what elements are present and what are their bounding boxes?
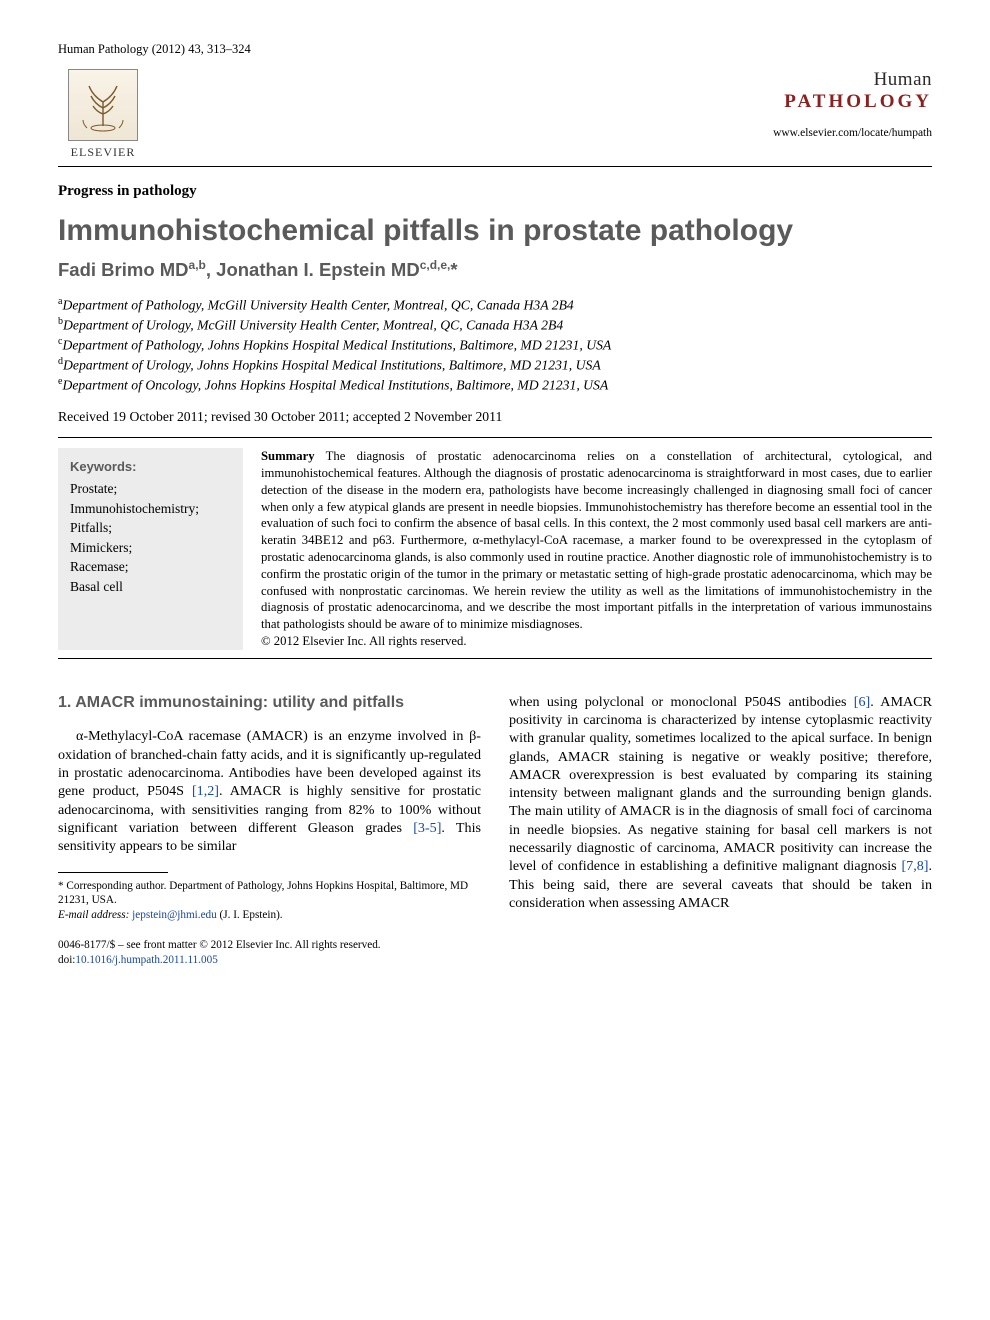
email-link[interactable]: jepstein@jhmi.edu (132, 909, 217, 921)
keywords-box: Keywords: Prostate;Immunohistochemistry;… (58, 448, 243, 649)
ref-link-1-2[interactable]: [1,2] (192, 783, 219, 799)
keyword-item: Racemase; (70, 557, 231, 577)
email-label: E-mail address: (58, 909, 129, 921)
keyword-item: Prostate; (70, 479, 231, 499)
email-attribution: (J. I. Epstein). (220, 909, 283, 921)
email-footnote: E-mail address: jepstein@jhmi.edu (J. I.… (58, 908, 481, 923)
keywords-list: Prostate;Immunohistochemistry;Pitfalls;M… (70, 479, 231, 596)
corresponding-text: * Corresponding author. Department of Pa… (58, 880, 468, 907)
affiliation-line: eDepartment of Oncology, Johns Hopkins H… (58, 375, 932, 395)
issn-line: 0046-8177/$ – see front matter © 2012 El… (58, 938, 481, 953)
keywords-heading: Keywords: (70, 458, 231, 477)
rule-abstract-bottom (58, 658, 932, 659)
keyword-item: Mimickers; (70, 538, 231, 558)
doi-link[interactable]: 10.1016/j.humpath.2011.11.005 (75, 954, 217, 966)
summary-heading: Summary (261, 449, 315, 463)
col2-text-2: . AMACR positivity in carcinoma is chara… (509, 694, 932, 875)
affiliation-line: aDepartment of Pathology, McGill Univers… (58, 295, 932, 315)
affiliation-line: dDepartment of Urology, Johns Hopkins Ho… (58, 355, 932, 375)
journal-name-2: PATHOLOGY (773, 91, 932, 113)
journal-url[interactable]: www.elsevier.com/locate/humpath (773, 127, 932, 139)
keyword-item: Immunohistochemistry; (70, 499, 231, 519)
ref-link-6[interactable]: [6] (854, 694, 870, 710)
received-dates: Received 19 October 2011; revised 30 Oct… (58, 409, 932, 425)
doi-line: doi:10.1016/j.humpath.2011.11.005 (58, 953, 481, 968)
article-title: Immunohistochemical pitfalls in prostate… (58, 214, 932, 248)
doi-label: doi: (58, 954, 75, 966)
col2-paragraph: when using polyclonal or monoclonal P504… (509, 693, 932, 913)
affiliation-line: bDepartment of Urology, McGill Universit… (58, 315, 932, 335)
col1-paragraph: α-Methylacyl-CoA racemase (AMACR) is an … (58, 727, 481, 855)
elsevier-tree-logo (68, 69, 138, 141)
ref-link-7-8[interactable]: [7,8] (901, 858, 928, 874)
keyword-item: Pitfalls; (70, 518, 231, 538)
journal-name-1: Human (773, 69, 932, 91)
section-1-heading: 1. AMACR immunostaining: utility and pit… (58, 693, 481, 714)
issn-doi-block: 0046-8177/$ – see front matter © 2012 El… (58, 938, 481, 967)
footnote-rule (58, 872, 168, 873)
column-right: when using polyclonal or monoclonal P504… (509, 693, 932, 968)
summary-text: The diagnosis of prostatic adenocarcinom… (261, 449, 932, 631)
summary-copyright: © 2012 Elsevier Inc. All rights reserved… (261, 634, 467, 648)
abstract-row: Keywords: Prostate;Immunohistochemistry;… (58, 438, 932, 657)
ref-link-3-5[interactable]: [3-5] (413, 820, 441, 836)
publisher-name: ELSEVIER (71, 145, 136, 160)
journal-reference: Human Pathology (2012) 43, 313–324 (58, 42, 932, 57)
rule-top (58, 166, 932, 167)
journal-title-block: Human PATHOLOGY www.elsevier.com/locate/… (773, 69, 932, 139)
col2-text-1: when using polyclonal or monoclonal P504… (509, 694, 854, 710)
affiliation-line: cDepartment of Pathology, Johns Hopkins … (58, 335, 932, 355)
corresponding-author-note: * Corresponding author. Department of Pa… (58, 879, 481, 908)
body-columns: 1. AMACR immunostaining: utility and pit… (58, 693, 932, 968)
header-row: ELSEVIER Human PATHOLOGY www.elsevier.co… (58, 67, 932, 160)
tree-icon (73, 74, 133, 136)
affiliations: aDepartment of Pathology, McGill Univers… (58, 295, 932, 395)
summary-block: Summary The diagnosis of prostatic adeno… (261, 448, 932, 649)
column-left: 1. AMACR immunostaining: utility and pit… (58, 693, 481, 968)
section-label: Progress in pathology (58, 183, 932, 200)
authors: Fadi Brimo MDa,b, Jonathan I. Epstein MD… (58, 258, 932, 281)
keyword-item: Basal cell (70, 577, 231, 597)
publisher-block: ELSEVIER (58, 69, 148, 160)
col1-footer: * Corresponding author. Department of Pa… (58, 872, 481, 968)
